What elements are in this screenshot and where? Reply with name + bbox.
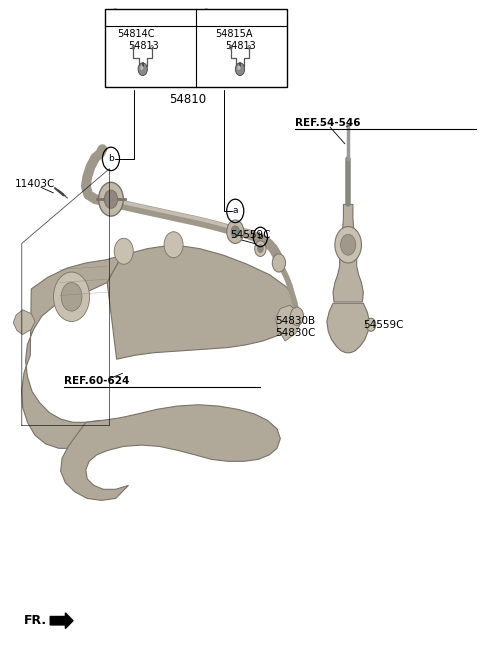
Text: 54813: 54813 [128, 41, 159, 51]
Text: a: a [232, 207, 238, 215]
Text: a: a [113, 13, 118, 22]
Circle shape [341, 234, 356, 255]
FancyArrow shape [50, 613, 73, 628]
Text: 11403C: 11403C [14, 178, 55, 189]
Text: REF.60-624: REF.60-624 [64, 377, 130, 386]
Circle shape [98, 182, 123, 216]
Text: REF.54-546: REF.54-546 [295, 118, 360, 128]
Polygon shape [107, 245, 296, 359]
Text: 54830C: 54830C [276, 328, 316, 338]
Polygon shape [333, 205, 363, 302]
Circle shape [237, 66, 240, 70]
Text: 54813: 54813 [226, 41, 256, 51]
Circle shape [104, 190, 118, 209]
Circle shape [114, 238, 133, 264]
Circle shape [140, 66, 143, 70]
Text: b: b [258, 232, 263, 241]
Text: 54559C: 54559C [230, 230, 271, 240]
Bar [105, 9, 288, 87]
Circle shape [138, 63, 147, 75]
Circle shape [164, 232, 183, 258]
Text: 54830B: 54830B [276, 316, 316, 327]
Text: 54559C: 54559C [363, 319, 404, 330]
Text: FR.: FR. [24, 614, 47, 627]
Text: 54815A: 54815A [216, 30, 253, 39]
Text: b: b [108, 154, 114, 163]
Polygon shape [327, 303, 370, 353]
Polygon shape [276, 305, 301, 341]
Circle shape [61, 283, 82, 311]
Circle shape [335, 226, 361, 263]
Polygon shape [22, 255, 122, 448]
Circle shape [258, 245, 263, 253]
Circle shape [290, 307, 303, 325]
Circle shape [235, 63, 245, 75]
Text: 54814C: 54814C [117, 30, 155, 39]
Circle shape [227, 220, 244, 243]
Text: 54810: 54810 [169, 92, 206, 106]
Circle shape [54, 272, 90, 321]
Circle shape [366, 318, 376, 331]
Circle shape [272, 254, 286, 272]
Circle shape [255, 241, 266, 256]
Text: b: b [204, 13, 209, 22]
Polygon shape [13, 310, 35, 335]
Circle shape [231, 226, 240, 237]
Polygon shape [60, 405, 280, 501]
